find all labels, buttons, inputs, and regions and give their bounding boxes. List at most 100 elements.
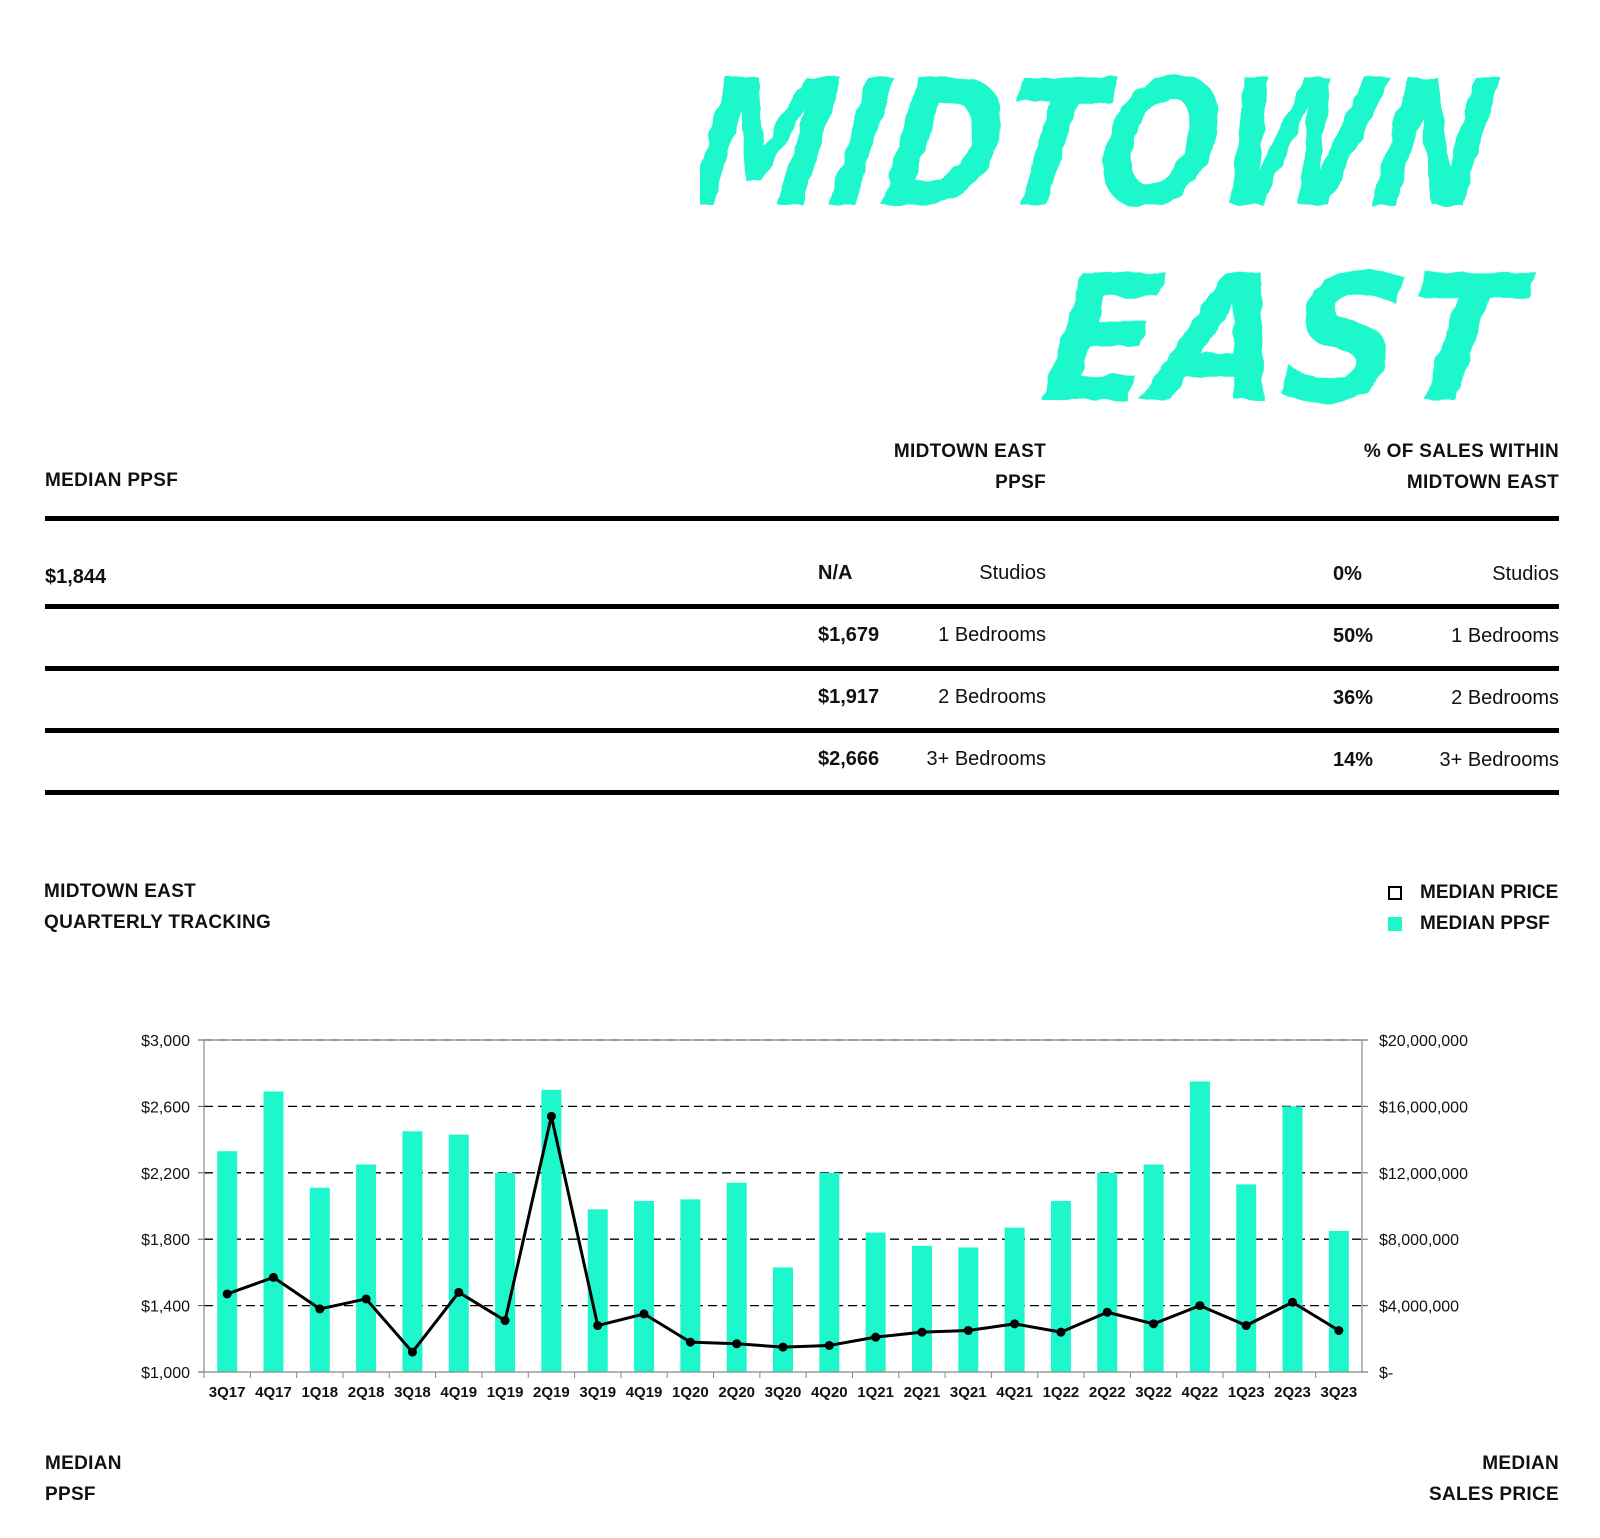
legend-swatch-filled [1388, 917, 1402, 931]
pct-value-1br: 50% [1333, 625, 1374, 647]
median-price-point [1102, 1307, 1112, 1317]
ppsf-bar [1097, 1172, 1118, 1372]
x-axis-tick-label: 1Q19 [487, 1384, 524, 1400]
x-axis-tick-label: 3Q20 [765, 1384, 802, 1400]
x-axis-tick-label: 1Q21 [857, 1384, 894, 1400]
table-row-rule [45, 728, 1559, 733]
quarterly-tracking-title-line2: QUARTERLY TRACKING [44, 912, 272, 933]
table-row-rule [45, 604, 1559, 609]
legend-label-median-price: MEDIAN PRICE [1420, 882, 1559, 903]
x-axis-tick-label: 2Q20 [718, 1384, 755, 1400]
x-axis-tick-label: 4Q20 [811, 1384, 848, 1400]
pct-value-studios: 0% [1333, 563, 1362, 585]
median-price-point [407, 1347, 417, 1357]
median-price-point [361, 1294, 371, 1304]
right-axis-caption: MEDIAN SALES PRICE [1300, 1448, 1559, 1510]
pct-label-3br: 3+ Bedrooms [1439, 749, 1559, 771]
midtown-east-ppsf-header-line2: PPSF [995, 472, 1046, 493]
median-price-point [315, 1304, 325, 1314]
median-ppsf-value: $1,844 [45, 566, 107, 588]
ppsf-value-3br: $2,666 [818, 748, 880, 770]
x-axis-tick-label: 3Q18 [394, 1384, 431, 1400]
midtown-east-ppsf-header-line1: MIDTOWN EAST [893, 441, 1046, 462]
title-line-2: EAST [1032, 239, 1542, 430]
pct-label-2br: 2 Bedrooms [1451, 687, 1559, 709]
median-price-point [1010, 1319, 1020, 1329]
ppsf-bar [309, 1187, 330, 1372]
ppsf-value-1br: $1,679 [818, 624, 880, 646]
midtown-east-ppsf-header: MIDTOWN EAST PPSF [780, 436, 1046, 498]
x-axis-tick-label: 2Q23 [1274, 1384, 1311, 1400]
table-bottom-rule [45, 790, 1559, 795]
median-price-point [1149, 1319, 1159, 1329]
ppsf-label-studios: Studios [979, 562, 1046, 584]
median-price-point [685, 1337, 695, 1347]
x-axis-tick-label: 3Q22 [1135, 1384, 1172, 1400]
median-ppsf-header: MEDIAN PPSF [45, 470, 179, 491]
right-axis-tick-label: $4,000,000 [1379, 1299, 1459, 1316]
left-axis-tick-label: $1,000 [141, 1365, 190, 1382]
median-price-point [1241, 1321, 1251, 1331]
right-axis-caption-line2: SALES PRICE [1429, 1484, 1559, 1505]
ppsf-value-studios: N/A [818, 562, 853, 584]
ppsf-bar [1282, 1106, 1303, 1372]
quarterly-tracking-title: MIDTOWN EAST QUARTERLY TRACKING [44, 876, 271, 938]
ppsf-bar [1050, 1201, 1071, 1372]
left-axis-tick-label: $1,400 [141, 1299, 190, 1316]
legend-swatch-outline [1388, 886, 1402, 900]
median-price-point [1334, 1326, 1344, 1335]
left-axis-tick-label: $1,800 [141, 1232, 190, 1249]
median-price-point [917, 1327, 927, 1337]
table-row-rule [45, 666, 1559, 671]
median-price-point [1288, 1297, 1298, 1307]
x-axis-tick-label: 2Q22 [1089, 1384, 1126, 1400]
x-axis-tick-label: 3Q17 [209, 1384, 246, 1400]
x-axis-tick-label: 4Q22 [1182, 1384, 1219, 1400]
ppsf-bar [448, 1134, 469, 1372]
pct-sales-header-line1: % OF SALES WITHIN [1363, 441, 1559, 462]
median-price-point [871, 1332, 881, 1342]
ppsf-bar [495, 1172, 516, 1372]
x-axis-tick-label: 1Q18 [301, 1384, 338, 1400]
ppsf-bar [402, 1131, 423, 1372]
ppsf-bar [1189, 1081, 1210, 1372]
ppsf-label-2br: 2 Bedrooms [938, 686, 1046, 708]
median-price-point [546, 1111, 556, 1121]
ppsf-bar [1004, 1227, 1025, 1372]
median-price-point [500, 1316, 510, 1326]
pct-sales-header: % OF SALES WITHIN MIDTOWN EAST [1250, 436, 1559, 498]
ppsf-bar [819, 1172, 840, 1372]
ppsf-bar [356, 1164, 377, 1372]
left-axis-caption: MEDIAN PPSF [45, 1448, 122, 1510]
median-price-point [593, 1321, 603, 1331]
median-price-point [963, 1326, 973, 1335]
legend-label-median-ppsf: MEDIAN PPSF [1420, 913, 1550, 934]
median-price-point [778, 1342, 788, 1352]
x-axis-tick-label: 1Q22 [1043, 1384, 1080, 1400]
legend-median-price: MEDIAN PRICE [1388, 882, 1558, 904]
ppsf-bar [726, 1182, 747, 1372]
quarterly-tracking-chart: $1,000 $1,400 $1,800 $2,200 $2,600 $3,000 $- $4… [141, 1033, 1468, 1400]
ppsf-bar [1236, 1184, 1257, 1372]
x-axis-tick-label: 4Q19 [626, 1384, 663, 1400]
median-price-point [824, 1340, 834, 1350]
ppsf-bar [958, 1247, 979, 1372]
ppsf-bar [865, 1232, 886, 1372]
ppsf-bar [217, 1151, 238, 1372]
left-axis-tick-label: $2,600 [141, 1099, 190, 1116]
x-axis-tick-label: 1Q23 [1228, 1384, 1265, 1400]
right-axis-tick-label: $12,000,000 [1379, 1166, 1468, 1183]
ppsf-value-2br: $1,917 [818, 686, 880, 708]
median-price-point [732, 1339, 742, 1349]
ppsf-bar [1143, 1164, 1164, 1372]
left-axis-tick-label: $2,200 [141, 1166, 190, 1183]
title-line-1: MIDTOWN [700, 44, 1508, 247]
table-top-rule [45, 516, 1559, 521]
x-axis-tick-label: 4Q17 [255, 1384, 292, 1400]
ppsf-bar [541, 1089, 562, 1372]
pct-sales-header-line2: MIDTOWN EAST [1406, 472, 1559, 493]
ppsf-bar [263, 1091, 284, 1372]
x-axis-tick-label: 2Q19 [533, 1384, 570, 1400]
ppsf-bar [773, 1267, 793, 1372]
right-axis-tick-label: $20,000,000 [1379, 1033, 1468, 1050]
